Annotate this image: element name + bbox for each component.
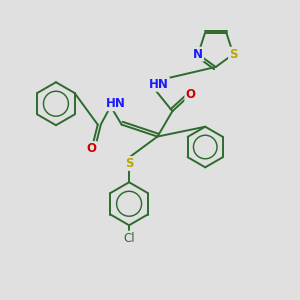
Text: S: S xyxy=(229,48,238,61)
Text: HN: HN xyxy=(106,97,126,110)
Text: S: S xyxy=(125,157,133,170)
Text: N: N xyxy=(193,48,203,61)
Text: O: O xyxy=(185,88,195,101)
Text: Cl: Cl xyxy=(123,232,135,244)
Text: HN: HN xyxy=(149,78,169,91)
Text: O: O xyxy=(87,142,97,155)
